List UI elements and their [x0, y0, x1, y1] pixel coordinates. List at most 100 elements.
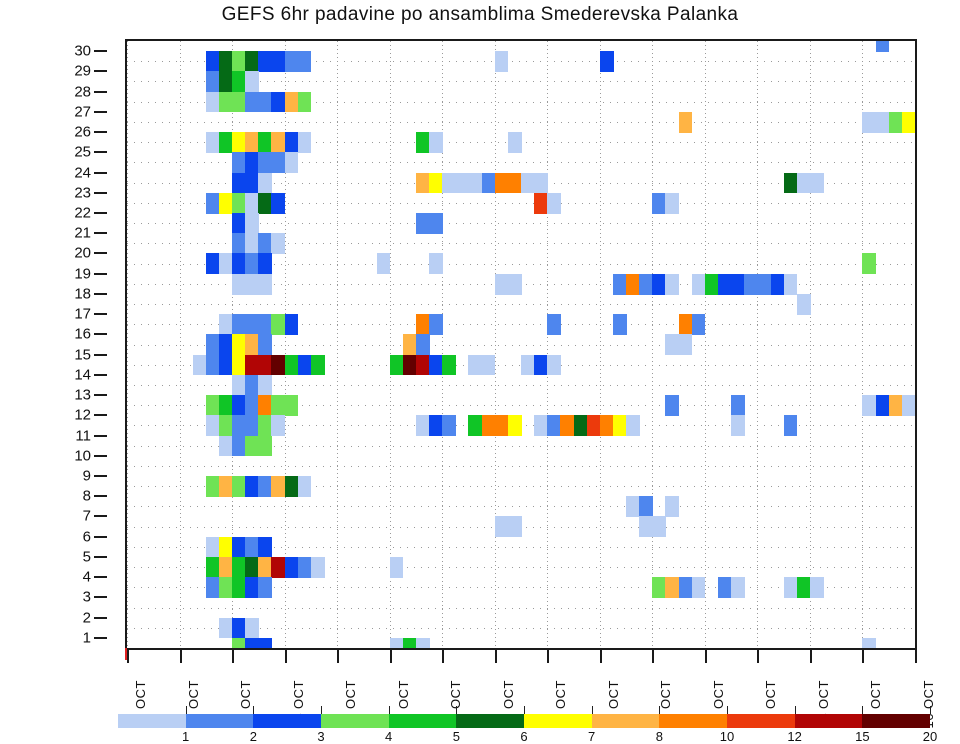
heatmap-cell [258, 374, 273, 396]
heatmap-cell [612, 415, 627, 437]
gridline-horizontal [127, 162, 915, 163]
heatmap-cell [284, 91, 299, 113]
heatmap-cell [232, 617, 246, 639]
colorbar-segment [862, 714, 931, 728]
x-tick-mark [127, 650, 129, 663]
heatmap-cell [796, 293, 811, 315]
heatmap-cell [809, 577, 824, 598]
heatmap-cell [507, 172, 522, 194]
y-tick-label: 23 [74, 184, 91, 202]
y-tick-label: 20 [74, 244, 91, 262]
gridline-vertical [547, 41, 548, 648]
heatmap-cell [245, 374, 259, 396]
heatmap-cell [245, 617, 259, 639]
heatmap-cell [494, 172, 509, 194]
heatmap-cell [665, 395, 680, 416]
heatmap-cell [245, 334, 259, 356]
y-tick-mark [94, 313, 107, 316]
y-axis: 1 2 3 4 5 6 7 8 9 10 11 12 13 14 15 16 17 18 19 20 21 22 23 24 2… [0, 39, 125, 650]
heatmap-cell [284, 354, 299, 376]
heatmap-cell [205, 334, 220, 356]
x-tick-mark [232, 650, 234, 663]
heatmap-cell [901, 395, 915, 416]
heatmap-cell [809, 172, 824, 194]
heatmap-cell [731, 395, 745, 416]
heatmap-cell [271, 415, 286, 437]
heatmap-cell [258, 476, 273, 497]
heatmap-cell [205, 192, 220, 214]
colorbar-tick [185, 706, 187, 714]
heatmap-cell [232, 415, 246, 437]
heatmap-cell [534, 415, 548, 437]
colorbar-tick [524, 706, 525, 714]
gridline-vertical [285, 41, 286, 648]
y-tick-mark [94, 292, 107, 295]
y-tick-mark [94, 191, 107, 194]
heatmap-cell [284, 476, 299, 497]
heatmap-cell [783, 577, 798, 598]
colorbar-tick-label: 20 [922, 729, 938, 744]
heatmap-cell [245, 253, 259, 275]
heatmap-cell [232, 172, 246, 194]
colorbar-segment [321, 714, 389, 728]
y-tick-label: 1 [82, 629, 91, 647]
heatmap-cell [258, 172, 273, 194]
colorbar-segment [659, 714, 728, 728]
heatmap-cell [232, 51, 246, 72]
heatmap-cell [481, 354, 496, 376]
y-tick-mark [94, 495, 107, 498]
y-tick-mark [94, 616, 107, 619]
heatmap-cell [507, 273, 522, 295]
y-tick-label: 2 [82, 609, 91, 627]
heatmap-cell [875, 41, 890, 52]
colorbar-tick-label: 2 [249, 729, 257, 744]
y-tick-label: 28 [74, 83, 91, 101]
heatmap-cell [429, 253, 443, 275]
heatmap-cell [284, 314, 299, 335]
gridline-horizontal [127, 587, 915, 588]
heatmap-cell [232, 354, 246, 376]
heatmap-cell [468, 172, 483, 194]
gridline-vertical [600, 41, 601, 648]
heatmap-cell [652, 192, 667, 214]
heatmap-cell [271, 556, 286, 578]
colorbar-tick-label: 12 [787, 729, 802, 744]
heatmap-cell [258, 556, 273, 578]
colorbar-tick-label: 5 [452, 729, 460, 744]
heatmap-cell [731, 415, 745, 437]
heatmap-cell [245, 152, 259, 174]
heatmap-cell [245, 395, 259, 416]
heatmap-cell [875, 111, 890, 133]
heatmap-cell [232, 253, 246, 275]
colorbar-segment [253, 714, 322, 728]
heatmap-cell [310, 556, 325, 578]
heatmap-cell [612, 314, 627, 335]
heatmap-cell [271, 152, 286, 174]
colorbar-segment [185, 714, 254, 728]
heatmap-cell [481, 415, 496, 437]
heatmap-cell [232, 192, 246, 214]
y-tick-label: 25 [74, 143, 91, 161]
heatmap-cell [192, 354, 207, 376]
heatmap-cell [415, 314, 430, 335]
heatmap-cell [665, 192, 680, 214]
colorbar-segment [591, 714, 660, 728]
heatmap-cell [888, 395, 903, 416]
heatmap-cell [691, 273, 706, 295]
colorbar-tick-label: 4 [385, 729, 393, 744]
gridline-horizontal [127, 466, 915, 467]
y-tick-mark [94, 576, 107, 579]
heatmap-cell [586, 415, 601, 437]
heatmap-cell [507, 516, 522, 538]
heatmap-cell [218, 354, 233, 376]
y-tick-label: 19 [74, 265, 91, 283]
y-tick-label: 15 [74, 346, 91, 364]
gridline-horizontal [127, 446, 915, 447]
heatmap-cell [652, 273, 667, 295]
heatmap-cell [626, 496, 640, 518]
colorbar-segment [524, 714, 592, 728]
heatmap-cell [245, 132, 259, 153]
heatmap-cell [612, 273, 627, 295]
y-tick-mark [94, 636, 107, 639]
heatmap-cell [402, 354, 417, 376]
